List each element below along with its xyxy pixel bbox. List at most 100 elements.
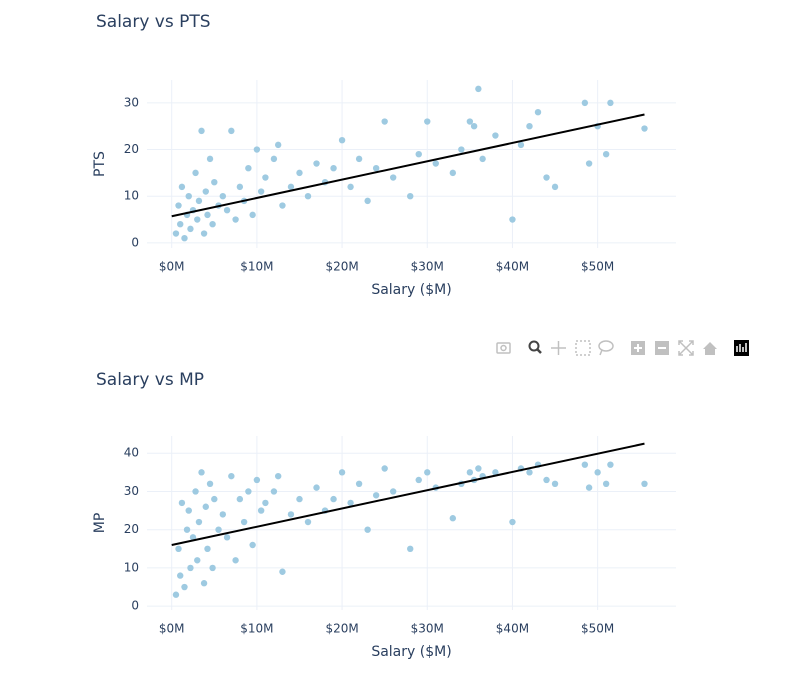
box-select-button[interactable] [575, 340, 591, 356]
point [424, 118, 431, 125]
point [415, 151, 422, 158]
point [187, 564, 194, 572]
point [262, 174, 269, 181]
zoom-in-button[interactable] [631, 341, 645, 355]
point [355, 480, 363, 488]
point [287, 511, 295, 518]
point [202, 188, 209, 195]
point [338, 469, 346, 476]
point [177, 572, 184, 579]
point [304, 193, 312, 200]
point [177, 221, 184, 228]
camera-button[interactable] [496, 342, 511, 354]
point [185, 507, 192, 514]
point [381, 465, 388, 472]
point [257, 188, 265, 195]
lasso-button[interactable] [598, 340, 614, 356]
point [407, 193, 414, 200]
point [257, 507, 265, 514]
point [607, 99, 614, 107]
point [526, 123, 533, 130]
point [330, 495, 337, 503]
x-tick-label: $50M [581, 260, 614, 274]
point [194, 216, 201, 223]
point [407, 545, 414, 553]
chart-title: Salary vs PTS [96, 12, 211, 32]
zoom-out-button[interactable] [655, 341, 669, 355]
y-tick-label: 10 [124, 560, 139, 574]
y-tick-label: 0 [131, 599, 139, 613]
x-axis-label: Salary ($M) [371, 282, 451, 298]
point [253, 146, 261, 153]
point [594, 469, 601, 476]
chart: Salary vs MP 0 10 20 30 40 $0M $10M $20M $30M $40M… [92, 370, 676, 660]
point [175, 202, 182, 209]
y-tick-label: 10 [124, 189, 139, 203]
point [185, 193, 192, 200]
point [517, 141, 525, 149]
point [304, 518, 312, 526]
x-tick-label: $40M [496, 622, 529, 636]
autoscale-button[interactable] [678, 340, 694, 356]
point [178, 499, 186, 507]
point [236, 495, 244, 503]
point [372, 165, 380, 172]
point [181, 235, 188, 242]
point [492, 469, 499, 476]
point [543, 476, 550, 484]
point [475, 85, 482, 93]
point [389, 488, 397, 495]
point [245, 165, 252, 172]
point [211, 495, 218, 503]
reset-button[interactable] [703, 342, 717, 355]
point [347, 499, 354, 507]
point [192, 169, 199, 177]
point [270, 488, 278, 495]
point [172, 230, 180, 237]
point [178, 183, 186, 191]
point [602, 480, 610, 488]
x-tick-label: $50M [581, 622, 614, 636]
point [192, 488, 199, 495]
point [479, 155, 486, 163]
point [492, 132, 499, 139]
point [526, 469, 533, 476]
chart-title: Salary vs MP [96, 370, 204, 390]
point [172, 591, 180, 598]
zoom-button[interactable] [528, 340, 542, 354]
point [274, 472, 282, 480]
point [209, 221, 216, 228]
point [198, 469, 205, 476]
point [534, 109, 542, 116]
chart: Salary vs PTS 0 10 20 30 $0M $10M $20M $30M $40M $… [92, 12, 676, 298]
point [602, 151, 610, 158]
point [198, 127, 205, 135]
point [330, 165, 337, 172]
point [223, 534, 231, 541]
x-tick-label: $20M [325, 622, 358, 636]
point [475, 465, 482, 472]
plotly-logo[interactable] [734, 340, 749, 356]
point [195, 518, 203, 526]
point [466, 469, 474, 476]
point [509, 216, 516, 223]
x-axis-label: Salary ($M) [371, 644, 451, 660]
point [364, 526, 371, 533]
y-tick-label: 20 [124, 142, 139, 156]
point [209, 564, 216, 572]
point [183, 526, 191, 533]
trend-line [171, 113, 645, 218]
point [287, 183, 295, 191]
point [200, 230, 208, 237]
pan-button[interactable] [551, 341, 566, 355]
point [175, 545, 182, 553]
x-tick-label: $20M [325, 260, 358, 274]
point [274, 141, 282, 149]
point [223, 207, 231, 214]
point [206, 155, 214, 163]
y-tick-label: 30 [124, 484, 139, 498]
point [415, 476, 422, 484]
point [236, 183, 244, 191]
point [279, 568, 286, 575]
